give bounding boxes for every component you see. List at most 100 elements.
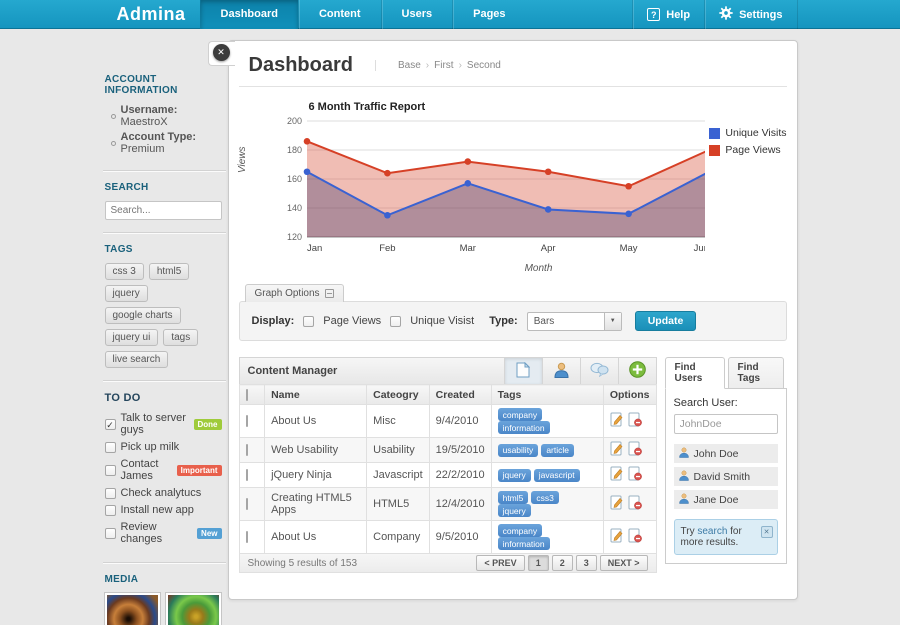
row-tag[interactable]: jquery — [497, 468, 531, 482]
edit-icon[interactable] — [610, 495, 624, 513]
alert-close-icon[interactable]: ✕ — [760, 526, 773, 538]
sidebar-search-input[interactable] — [104, 201, 222, 220]
row-checkbox[interactable] — [245, 469, 248, 481]
edit-icon[interactable] — [610, 528, 624, 546]
row-tag[interactable]: company — [497, 408, 543, 421]
delete-icon[interactable] — [628, 528, 642, 546]
row-checkbox[interactable] — [245, 444, 248, 456]
sidebar-tag[interactable]: html5 — [148, 263, 190, 280]
sidebar-tag[interactable]: tags — [163, 329, 199, 346]
update-button[interactable]: Update — [634, 311, 697, 331]
user-icon — [678, 470, 689, 484]
breadcrumb-item[interactable]: Base — [397, 60, 421, 71]
row-tag[interactable]: html5 — [497, 491, 529, 504]
user-name: David Smith — [693, 470, 751, 483]
tab-find-users[interactable]: Find Users — [664, 357, 725, 389]
pagination-button[interactable]: 2 — [551, 555, 573, 571]
cell-name: Web Usability — [264, 437, 368, 463]
pages-tool-button[interactable] — [503, 358, 542, 384]
comments-tool-button[interactable] — [579, 358, 618, 384]
chart-legend: Unique Visits Page Views — [709, 113, 787, 263]
svg-text:120: 120 — [286, 232, 301, 242]
breadcrumb-item[interactable]: First — [434, 60, 454, 71]
todo-checkbox[interactable] — [104, 504, 116, 516]
cell-options — [602, 520, 657, 554]
pagination-button[interactable]: 1 — [527, 555, 549, 571]
table-row: About Us Company 9/5/2010 companyinformatio… — [238, 520, 657, 554]
pagination-button[interactable]: NEXT > — [599, 555, 648, 571]
tab-find-tags[interactable]: Find Tags — [727, 357, 784, 389]
help-button[interactable]: ? Help — [632, 0, 704, 29]
breadcrumb-item[interactable]: Second — [466, 60, 501, 71]
unique-visits-checkbox[interactable] — [390, 315, 402, 327]
row-tag[interactable]: javascript — [533, 468, 580, 482]
cell-name: About Us — [264, 520, 368, 554]
todo-item: Install new app — [104, 504, 222, 516]
sidebar-tag[interactable]: jquery — [104, 285, 148, 302]
row-tag[interactable]: jquery — [497, 504, 531, 517]
delete-icon[interactable] — [628, 466, 642, 484]
results-summary: Showing 5 results of 153 — [247, 557, 358, 569]
cell-tags: companyinformation — [490, 520, 604, 554]
add-tool-button[interactable] — [617, 358, 656, 384]
table-row: About Us Misc 9/4/2010 companyinformation — [238, 404, 657, 438]
graph-options-tab[interactable]: Graph Options — [244, 284, 344, 302]
chart-x-axis-label: Month — [524, 263, 553, 274]
todo-checkbox[interactable] — [104, 441, 116, 453]
todo-checkbox[interactable] — [104, 527, 116, 539]
nav-tab-dashboard[interactable]: Dashboard — [199, 0, 298, 29]
user-result-row[interactable]: Jane Doe — [673, 490, 778, 509]
pagination: < PREV 1 2 3 NEXT > — [473, 555, 648, 571]
todo-badge: Important — [176, 464, 222, 476]
nav-tab-content[interactable]: Content — [297, 0, 381, 29]
close-icon[interactable]: ✕ — [212, 44, 230, 61]
media-thumbnail[interactable] — [165, 593, 221, 625]
row-tag[interactable]: company — [497, 524, 543, 537]
delete-icon[interactable] — [628, 412, 642, 430]
pagination-button[interactable]: < PREV — [476, 555, 525, 571]
edit-icon[interactable] — [610, 441, 624, 459]
user-result-row[interactable]: David Smith — [673, 467, 778, 486]
todo-checkbox[interactable] — [104, 487, 116, 499]
row-tag[interactable]: usability — [497, 443, 539, 457]
sidebar-tag[interactable]: css 3 — [104, 263, 144, 280]
row-checkbox[interactable] — [245, 531, 248, 543]
graph-type-select[interactable]: Bars ▼ — [526, 311, 622, 331]
todo-checkbox[interactable] — [104, 464, 116, 476]
delete-icon[interactable] — [628, 441, 642, 459]
row-checkbox[interactable] — [245, 498, 248, 510]
settings-button[interactable]: Settings — [704, 0, 798, 29]
search-link[interactable]: search — [697, 526, 728, 537]
cell-name: Creating HTML5 Apps — [264, 487, 368, 521]
user-result-row[interactable]: John Doe — [673, 444, 778, 463]
media-thumbnail[interactable] — [104, 593, 160, 625]
sidebar-tag[interactable]: live search — [104, 351, 169, 368]
row-tag[interactable]: information — [497, 421, 550, 434]
delete-icon[interactable] — [628, 495, 642, 513]
edit-icon[interactable] — [610, 466, 624, 484]
chart-plot: 120 140 160 180 200 Jan Feb Mar Apr May Jun — [286, 116, 706, 254]
page-views-checkbox[interactable] — [303, 315, 315, 327]
nav-tab-pages[interactable]: Pages — [452, 0, 525, 29]
row-tag[interactable]: article — [541, 443, 574, 457]
todo-section: TO DO ✓ Talk to server guys Done Pick up mi… — [103, 382, 226, 562]
account-heading: ACCOUNT INFORMATION — [104, 74, 178, 96]
row-tag[interactable]: information — [497, 537, 550, 550]
users-tool-button[interactable] — [541, 358, 580, 384]
column-header-tags: Tags — [490, 384, 604, 405]
nav-tab-users[interactable]: Users — [380, 0, 453, 29]
todo-item: ✓ Talk to server guys Done — [104, 412, 222, 436]
todo-checkbox[interactable]: ✓ — [104, 418, 116, 430]
edit-icon[interactable] — [610, 412, 624, 430]
column-header-created: Created — [428, 384, 492, 405]
sidebar-tag[interactable]: google charts — [104, 307, 181, 324]
pagination-button[interactable]: 3 — [575, 555, 597, 571]
cell-options — [602, 437, 657, 463]
find-user-input[interactable] — [673, 414, 778, 434]
select-all-checkbox[interactable] — [245, 388, 248, 401]
chart-y-axis-label: Views — [236, 146, 248, 174]
row-tag[interactable]: css3 — [531, 491, 559, 504]
search-heading: SEARCH — [104, 182, 149, 193]
row-checkbox[interactable] — [245, 415, 248, 427]
sidebar-tag[interactable]: jquery ui — [104, 329, 159, 346]
